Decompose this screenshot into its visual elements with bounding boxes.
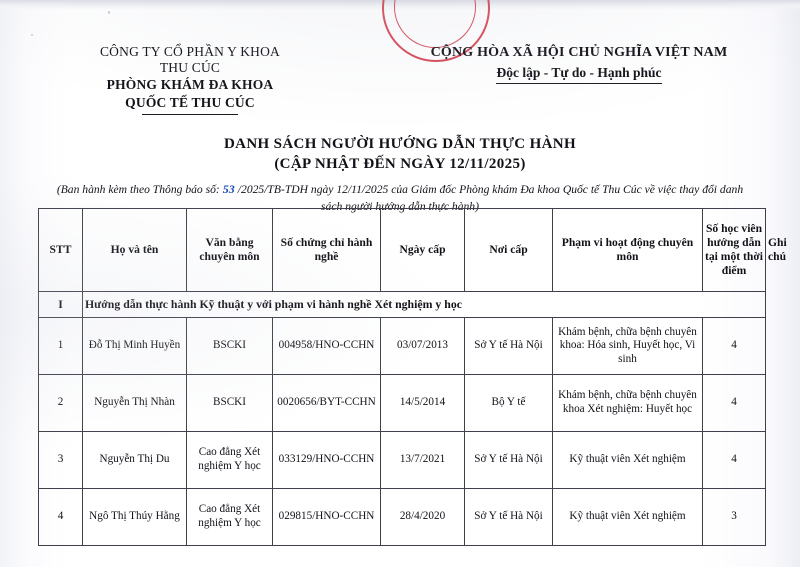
cell-name: Nguyễn Thị Nhàn: [82, 374, 187, 432]
table-row: 4 Ngô Thị Thúy Hằng Cao đẳng Xét nghiệm …: [38, 488, 766, 546]
table-header-row: STT Họ và tên Văn bằng chuyên môn Số chứ…: [38, 208, 787, 292]
document-header: CÔNG TY CỔ PHẦN Y KHOA THU CÚC PHÒNG KHÁ…: [0, 44, 800, 116]
cell-place: Sở Y tế Hà Nội: [464, 317, 553, 375]
cell-date: 28/4/2020: [380, 488, 465, 546]
paper-speck: [108, 11, 110, 14]
instructor-registry-table-wrapper: STT Họ và tên Văn bằng chuyên môn Số chứ…: [38, 208, 787, 546]
clinic-name-line2-text: QUỐC TẾ THU CÚC: [125, 95, 255, 111]
cell-scope: Kỹ thuật viên Xét nghiệm: [552, 488, 703, 546]
title-block: DANH SÁCH NGƯỜI HƯỚNG DẪN THỰC HÀNH (CẬP…: [0, 136, 800, 216]
cell-license: 029815/HNO-CCHN: [272, 488, 381, 546]
cell-count: 3: [702, 488, 766, 546]
cell-license: 004958/HNO-CCHN: [272, 317, 381, 375]
cell-count: 4: [702, 431, 766, 489]
table-row: 2 Nguyễn Thị Nhàn BSCKI 0020656/BYT-CCHN…: [38, 374, 766, 432]
cell-degree: BSCKI: [186, 317, 273, 375]
cell-name: Đỗ Thị Minh Huyền: [82, 317, 187, 375]
column-header-stt: STT: [38, 208, 83, 292]
cell-name: Ngô Thị Thúy Hằng: [82, 488, 187, 546]
column-header-scope: Phạm vi hoạt động chuyên môn: [552, 208, 703, 292]
cell-scope: Kỹ thuật viên Xét nghiệm: [552, 431, 703, 489]
cell-degree: BSCKI: [186, 374, 273, 432]
cell-stt: 3: [38, 431, 83, 489]
column-header-date: Ngày cấp: [380, 208, 465, 292]
handwritten-document-number: 53: [222, 182, 235, 196]
cell-date: 03/07/2013: [380, 317, 465, 375]
column-header-count: Số học viên hướng dẫn tại một thời điểm: [702, 208, 766, 292]
national-header-block: CỘNG HÒA XÃ HỘI CHỦ NGHĨA VIỆT NAM Độc l…: [380, 44, 800, 84]
column-header-license: Số chứng chỉ hành nghề: [272, 208, 381, 292]
cell-date: 13/7/2021: [380, 431, 465, 489]
table-header: STT Họ và tên Văn bằng chuyên môn Số chứ…: [38, 208, 787, 292]
cell-stt: 1: [38, 317, 83, 375]
cell-place: Sở Y tế Hà Nội: [464, 431, 553, 489]
issuance-note-part1: (Ban hành kèm theo Thông báo số:: [56, 183, 220, 196]
cell-date: 14/5/2014: [380, 374, 465, 432]
table-body: I Hướng dẫn thực hành Kỹ thuật y với phạ…: [38, 291, 766, 546]
cell-degree: Cao đẳng Xét nghiệm Y học: [186, 431, 273, 489]
page-title: DANH SÁCH NGƯỜI HƯỚNG DẪN THỰC HÀNH: [224, 136, 576, 152]
section-header-row: I Hướng dẫn thực hành Kỹ thuật y với phạ…: [38, 291, 766, 318]
cell-license: 033129/HNO-CCHN: [272, 431, 381, 489]
page-subtitle: (CẬP NHẬT ĐẾN NGÀY 12/11/2025): [274, 156, 526, 172]
table-row: 3 Nguyễn Thị Du Cao đẳng Xét nghiệm Y họ…: [38, 431, 766, 489]
instructor-registry-table: STT Họ và tên Văn bằng chuyên môn Số chứ…: [38, 208, 787, 546]
section-index: I: [38, 291, 83, 318]
cell-stt: 4: [38, 488, 83, 546]
national-title: CỘNG HÒA XÃ HỘI CHỦ NGHĨA VIỆT NAM: [430, 45, 728, 60]
clinic-name-line1: PHÒNG KHÁM ĐA KHOA: [106, 76, 274, 92]
cell-place: Bộ Y tế: [464, 374, 553, 432]
company-header-block: CÔNG TY CỔ PHẦN Y KHOA THU CÚC PHÒNG KHÁ…: [0, 44, 380, 116]
column-header-degree: Văn bằng chuyên môn: [186, 208, 273, 292]
section-title: Hướng dẫn thực hành Kỹ thuật y với phạm …: [82, 291, 766, 318]
paper-speck: [31, 34, 33, 36]
column-header-place: Nơi cấp: [464, 208, 553, 292]
cell-name: Nguyễn Thị Du: [82, 431, 187, 489]
cell-stt: 2: [38, 374, 83, 432]
company-name-line2: THU CÚC: [159, 60, 221, 76]
cell-degree: Cao đẳng Xét nghiệm Y học: [186, 488, 273, 546]
company-name-line1: CÔNG TY CỔ PHẦN Y KHOA: [99, 44, 281, 59]
clinic-name-line2: QUỐC TẾ THU CÚC: [125, 95, 255, 116]
cell-scope: Khám bệnh, chữa bệnh chuyên khoa Xét ngh…: [552, 374, 703, 432]
cell-scope: Khám bệnh, chữa bệnh chuyên khoa: Hóa si…: [552, 317, 703, 375]
table-row: 1 Đỗ Thị Minh Huyền BSCKI 004958/HNO-CCH…: [38, 317, 766, 375]
national-motto: Độc lập - Tự do - Hạnh phúc: [496, 64, 662, 84]
column-header-name: Họ và tên: [82, 208, 187, 292]
cell-license: 0020656/BYT-CCHN: [272, 374, 381, 432]
cell-place: Sở Y tế Hà Nội: [464, 488, 553, 546]
cell-count: 4: [702, 317, 766, 375]
clinic-name-underline: [142, 113, 238, 116]
cell-count: 4: [702, 374, 766, 432]
